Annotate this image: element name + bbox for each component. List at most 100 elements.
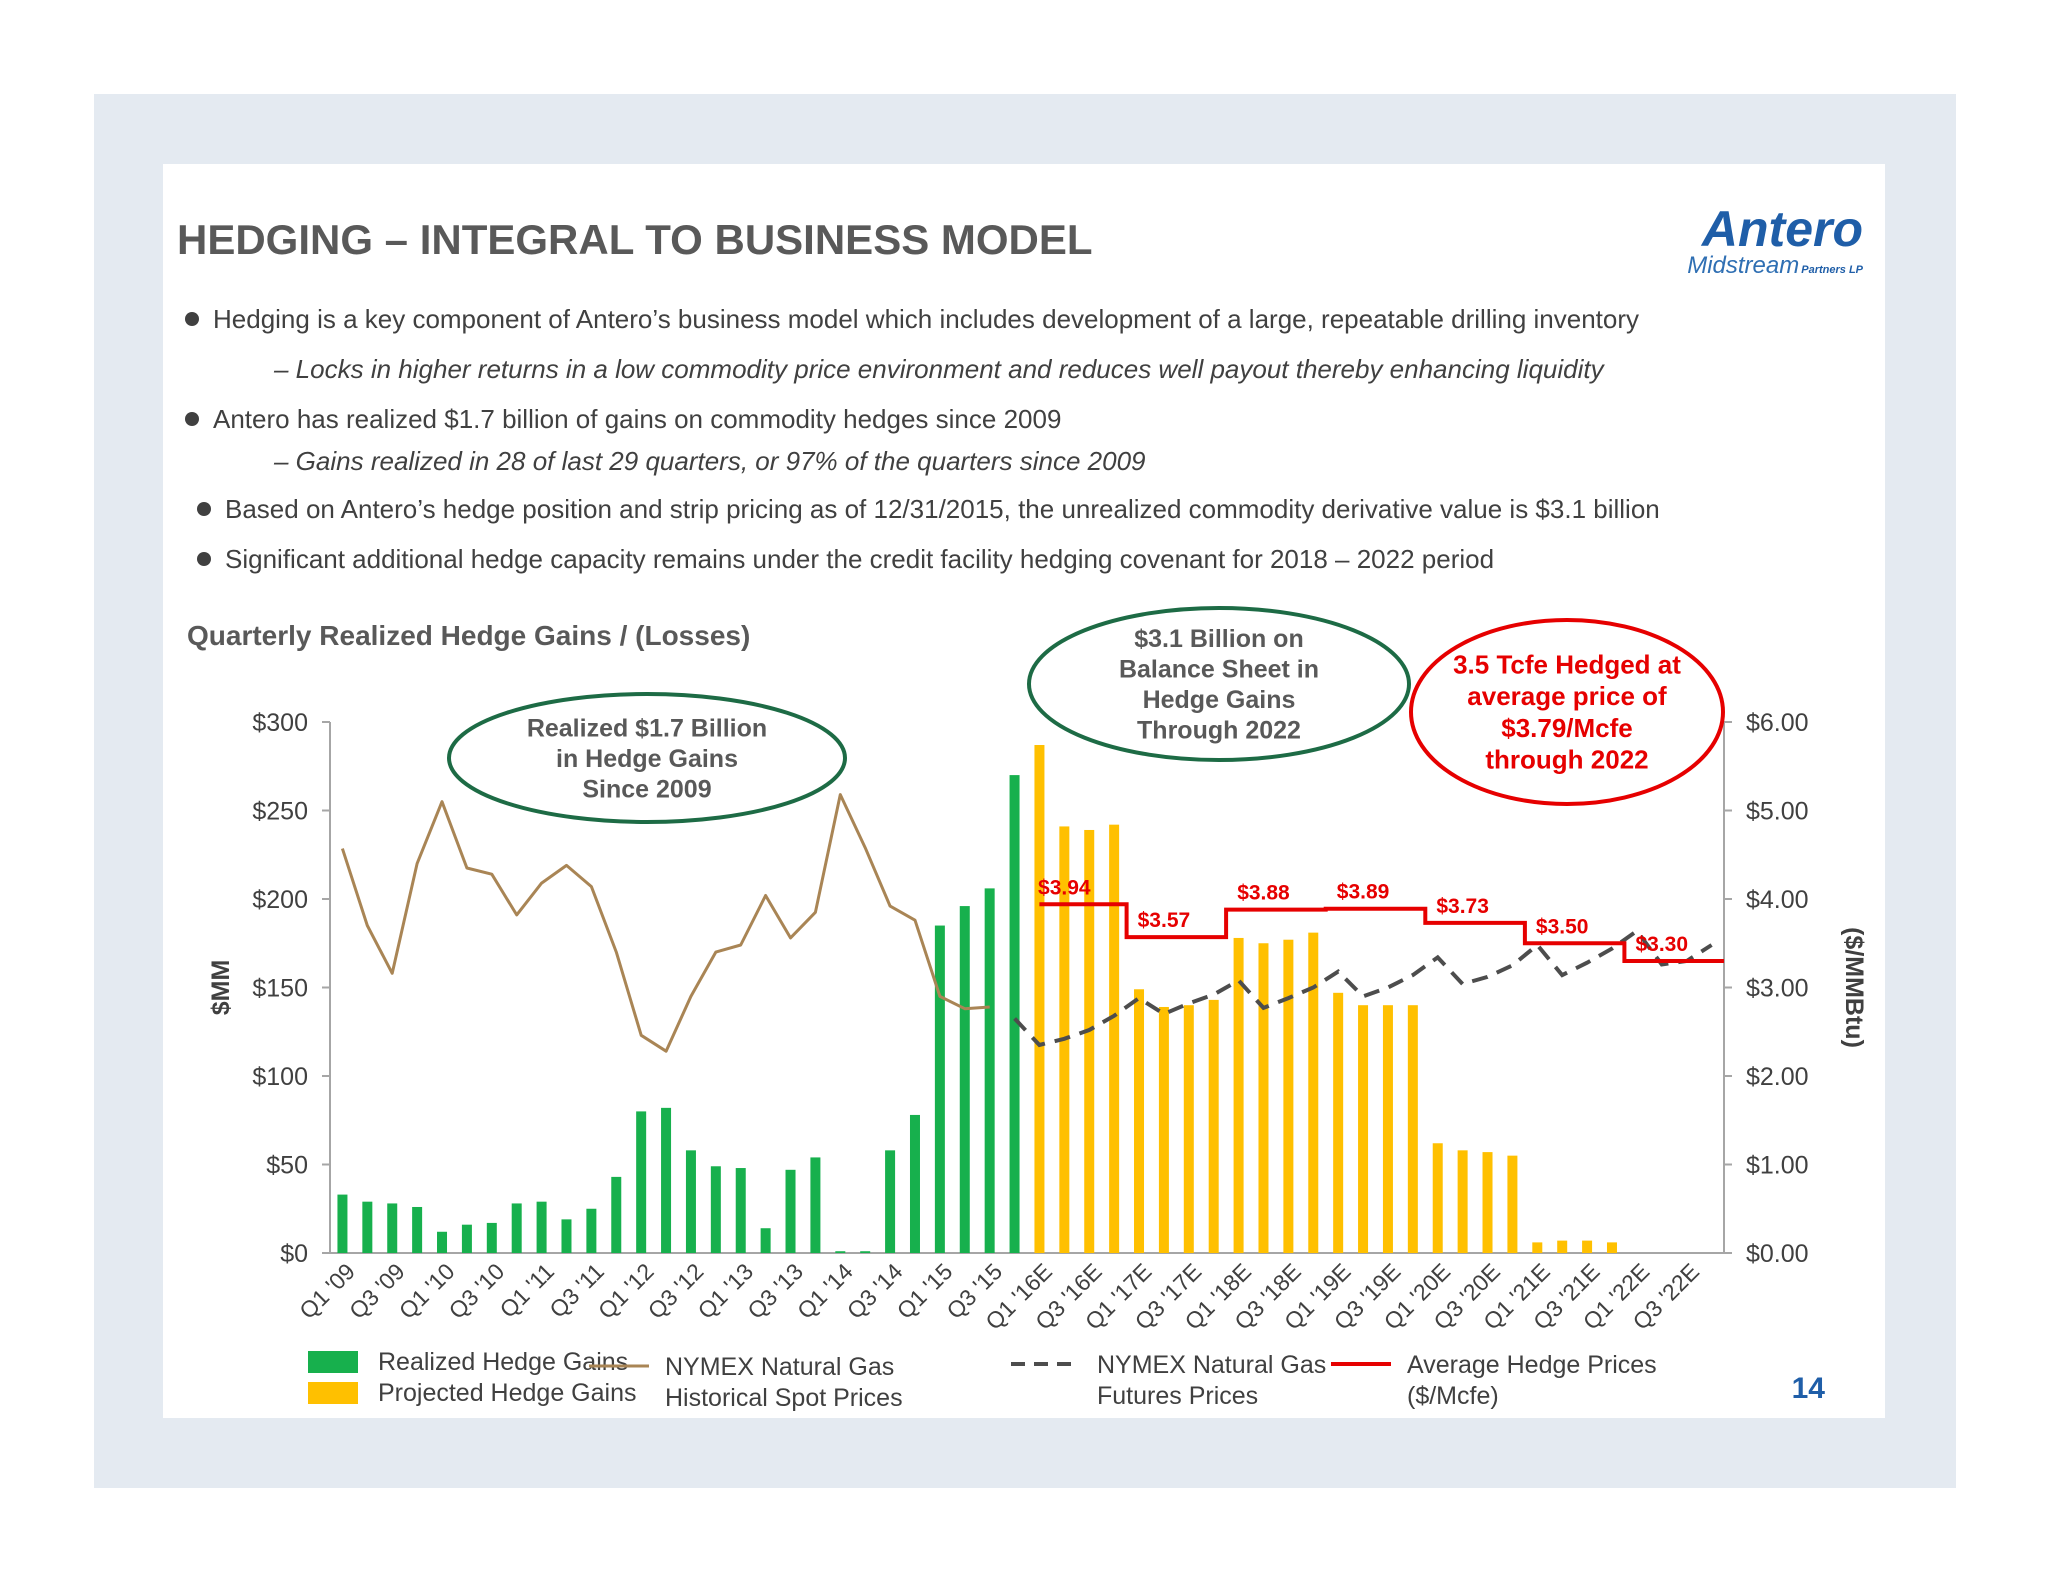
slide: HEDGING – INTEGRAL TO BUSINESS MODEL Ant… — [163, 164, 1885, 1418]
x-tick-label: Q3 '13 — [742, 1258, 808, 1324]
y2-tick-label: $0.00 — [1746, 1240, 1809, 1268]
projected-bar — [1034, 745, 1045, 1253]
projected-bar — [1208, 999, 1219, 1253]
antero-logo: Antero — [1701, 201, 1863, 257]
avg-price-label: $3.50 — [1536, 915, 1589, 938]
projected-bar — [1233, 937, 1244, 1253]
realized-bar — [934, 925, 945, 1253]
realized-bar — [860, 1251, 871, 1253]
realized-bar — [984, 888, 995, 1253]
realized-bar — [586, 1208, 597, 1253]
hedge-chart: $0 $50 $100 $150 $200 $250 $300 $0.00 $1.00 $2.00… — [207, 606, 1868, 1412]
callout-text: average price of — [1467, 681, 1667, 711]
realized-bar — [785, 1169, 796, 1253]
realized-bar — [909, 1114, 920, 1253]
projected-bar — [1183, 1005, 1194, 1253]
bullet-4: Significant additional hedge capacity re… — [197, 544, 1494, 575]
y-tick-label: $100 — [252, 1063, 308, 1091]
realized-bar — [1009, 775, 1020, 1253]
realized-bar — [835, 1251, 846, 1253]
bullet-text: Significant additional hedge capacity re… — [225, 544, 1495, 574]
logo-suffix-text: Partners LP — [1801, 264, 1863, 276]
callout-text: through 2022 — [1485, 745, 1648, 775]
realized-bar — [810, 1157, 821, 1253]
chart-title: Quarterly Realized Hedge Gains / (Losses… — [187, 620, 751, 651]
realized-bar — [536, 1201, 547, 1253]
projected-bar — [1134, 989, 1145, 1253]
realized-bar — [387, 1203, 398, 1253]
x-tick-label: Q3 '10 — [444, 1258, 510, 1324]
avg-price-label: $3.89 — [1337, 881, 1390, 904]
x-tick-label: Q1 '11 — [495, 1258, 560, 1323]
legend-swatch — [308, 1351, 358, 1373]
x-tick-label: Q3 '12 — [643, 1258, 709, 1324]
projected-bar — [1482, 1152, 1493, 1253]
bullet-dot — [185, 312, 199, 327]
y-tick-label: $300 — [252, 709, 308, 737]
projected-bar — [1532, 1242, 1543, 1253]
realized-bar — [337, 1194, 348, 1253]
callout-ellipse — [1027, 606, 1411, 762]
legend-label: Historical Spot Prices — [665, 1384, 903, 1412]
y-tick-label: $150 — [252, 975, 308, 1003]
projected-bar — [1507, 1155, 1518, 1253]
legend-swatch — [308, 1382, 358, 1404]
projected-bar — [1258, 943, 1269, 1253]
bullet-dot — [185, 412, 199, 427]
y2-tick-label: $3.00 — [1746, 975, 1809, 1003]
futures-price-line — [1013, 928, 1713, 1048]
y-tick-label: $250 — [252, 798, 308, 826]
x-tick-label: Q1 '09 — [294, 1258, 360, 1324]
avg-price-label: $3.30 — [1635, 933, 1688, 956]
antero-logo-sub: Midstream Partners LP — [1687, 252, 1863, 280]
projected-bar — [1283, 939, 1294, 1253]
y-tick-label: $200 — [252, 886, 308, 914]
realized-bar — [685, 1150, 696, 1253]
sub-bullet-2: – Gains realized in 28 of last 29 quarte… — [274, 446, 1146, 476]
projected-bar — [1606, 1242, 1617, 1253]
avg-price-label: $3.94 — [1038, 876, 1091, 899]
x-tick-label: Q1 '14 — [792, 1258, 858, 1324]
projected-bar — [1382, 1005, 1393, 1253]
y2-tick-label: $5.00 — [1746, 798, 1809, 826]
callout-text: Balance Sheet in — [1119, 656, 1319, 684]
logo-sub-text: Midstream — [1687, 252, 1800, 279]
legend-label: Futures Prices — [1097, 1382, 1258, 1410]
x-tick-label: Q1 '12 — [593, 1258, 659, 1324]
legend-label: ($/Mcfe) — [1407, 1382, 1499, 1410]
realized-bar — [486, 1222, 497, 1253]
projected-bar — [1084, 829, 1095, 1253]
callout-text: 3.5 Tcfe Hedged at — [1453, 650, 1681, 680]
y-tick-label: $0 — [280, 1240, 308, 1268]
legend-label: Projected Hedge Gains — [378, 1379, 636, 1407]
y2-tick-label: $4.00 — [1746, 886, 1809, 914]
avg-price-label: $3.73 — [1436, 895, 1489, 918]
x-tick-label: Q1 '10 — [394, 1258, 460, 1324]
realized-bar — [511, 1203, 522, 1253]
x-tick-label: Q3 '09 — [344, 1258, 410, 1324]
callout-text: Realized $1.7 Billion — [527, 714, 767, 742]
realized-bar — [661, 1107, 672, 1253]
realized-bar — [437, 1231, 448, 1253]
legend-label: NYMEX Natural Gas — [665, 1353, 894, 1381]
y2-tick-label: $1.00 — [1746, 1152, 1809, 1180]
projected-bar — [1158, 1006, 1169, 1253]
y2-tick-label: $2.00 — [1746, 1063, 1809, 1091]
legend-label: Average Hedge Prices — [1407, 1351, 1657, 1379]
realized-bar — [561, 1219, 572, 1253]
realized-bar — [461, 1224, 472, 1253]
realized-bar — [362, 1201, 373, 1253]
realized-bar — [636, 1111, 647, 1253]
callout-ellipse — [1409, 618, 1725, 806]
bullet-text: Hedging is a key component of Antero’s b… — [213, 304, 1640, 334]
x-tick-label: Q1 '13 — [692, 1258, 758, 1324]
avg-price-label: $3.57 — [1138, 909, 1191, 932]
bullet-text: Antero has realized $1.7 billion of gain… — [213, 404, 1062, 434]
projected-bar — [1358, 1005, 1369, 1253]
y-tick-label: $50 — [266, 1152, 308, 1180]
y2-tick-label: $6.00 — [1746, 709, 1809, 737]
x-tick-label: Q1 '15 — [892, 1258, 958, 1324]
page-number: 14 — [1791, 1372, 1825, 1405]
bullet-dot — [197, 502, 211, 517]
projected-bar — [1582, 1240, 1593, 1253]
